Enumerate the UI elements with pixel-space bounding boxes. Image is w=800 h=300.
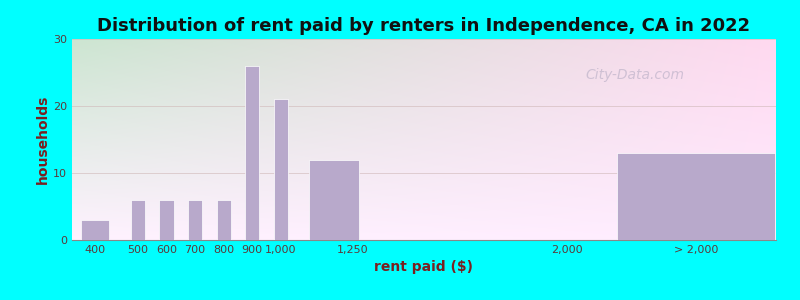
X-axis label: rent paid ($): rent paid ($) bbox=[374, 260, 474, 274]
Bar bbox=[159, 200, 174, 240]
Bar bbox=[130, 200, 145, 240]
Bar bbox=[617, 153, 774, 240]
Bar bbox=[188, 200, 202, 240]
Bar bbox=[274, 99, 288, 240]
Bar bbox=[310, 160, 359, 240]
Text: City-Data.com: City-Data.com bbox=[586, 68, 685, 82]
Title: Distribution of rent paid by renters in Independence, CA in 2022: Distribution of rent paid by renters in … bbox=[98, 17, 750, 35]
Bar bbox=[217, 200, 231, 240]
Y-axis label: households: households bbox=[36, 95, 50, 184]
Bar bbox=[245, 66, 259, 240]
Bar bbox=[81, 220, 110, 240]
